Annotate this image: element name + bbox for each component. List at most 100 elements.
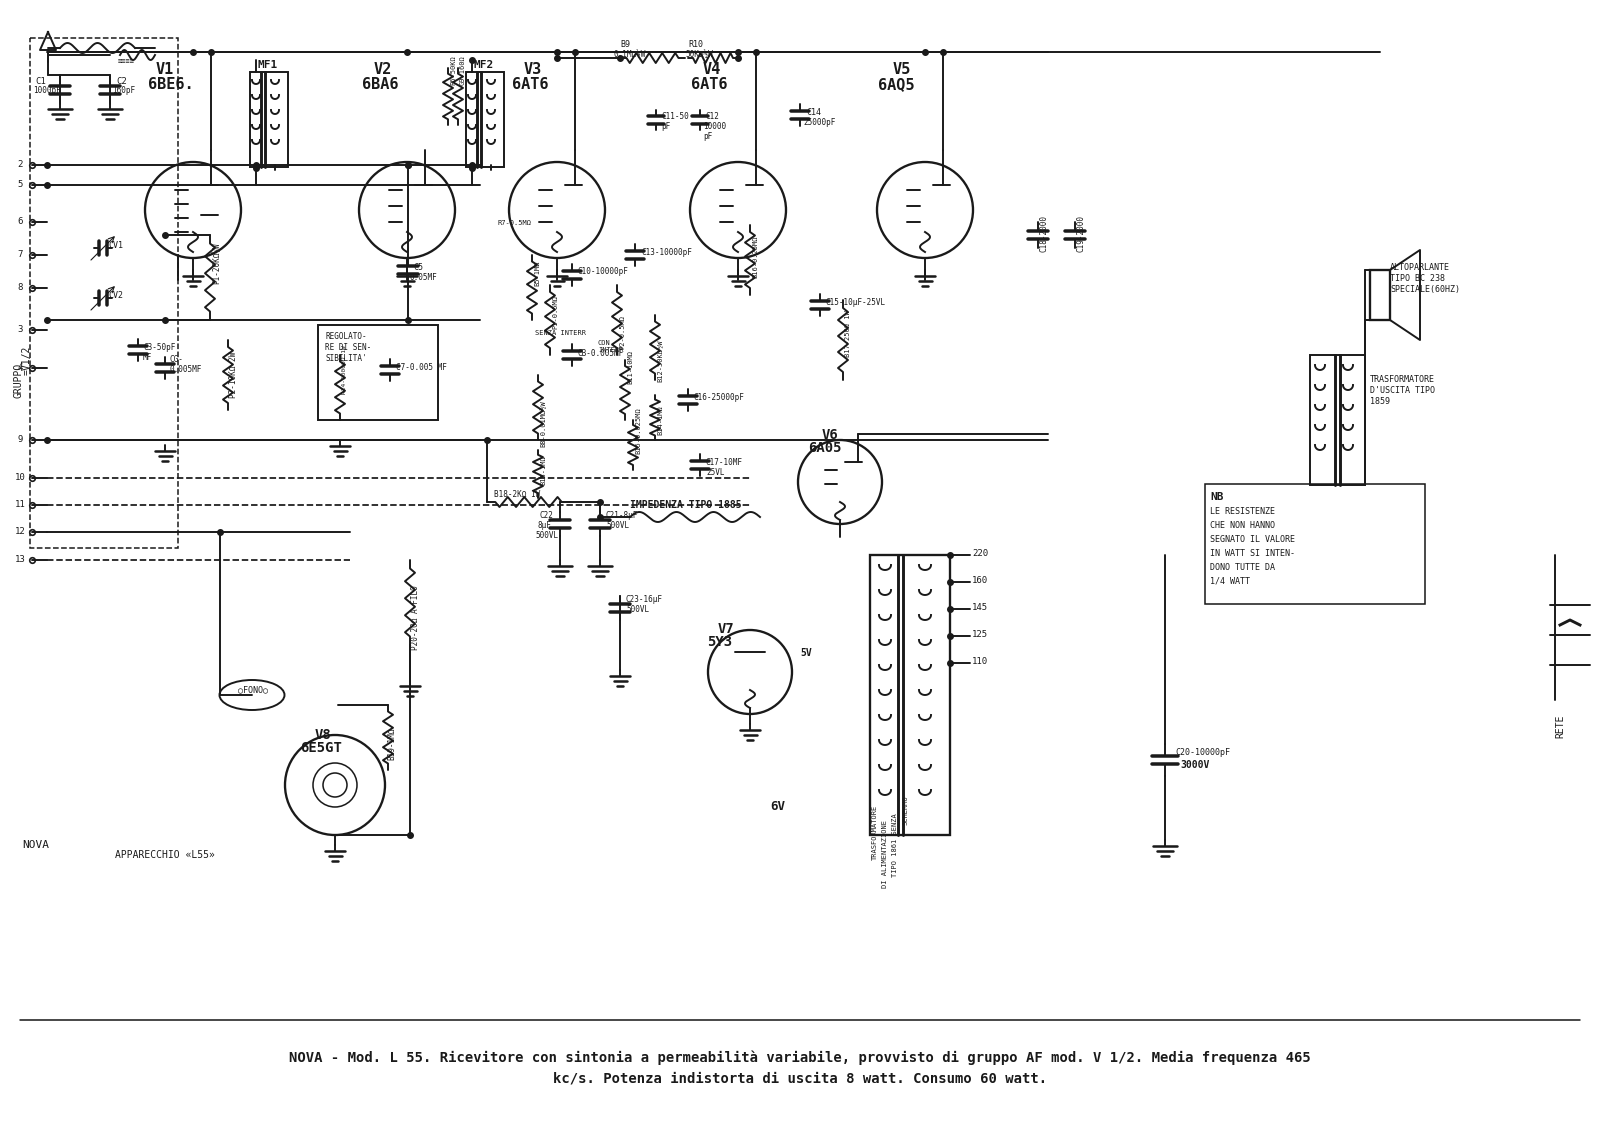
Bar xyxy=(870,555,950,835)
Text: RE DI SEN-: RE DI SEN- xyxy=(325,343,371,352)
Text: TIPO BC 238: TIPO BC 238 xyxy=(1390,274,1445,283)
Text: R7-0.5MΩ: R7-0.5MΩ xyxy=(498,221,531,226)
Text: SEGNATO IL VALORE: SEGNATO IL VALORE xyxy=(1210,535,1294,544)
Text: B11-10MΩ: B11-10MΩ xyxy=(627,349,634,385)
Bar xyxy=(30,38,178,549)
Text: SENZA INTERR: SENZA INTERR xyxy=(534,330,586,336)
Text: B19-1MΩ: B19-1MΩ xyxy=(387,728,397,760)
Text: GRUPPO: GRUPPO xyxy=(13,362,22,398)
Text: TRASFORMATORE: TRASFORMATORE xyxy=(872,805,878,861)
Text: 0,1MΩ½W: 0,1MΩ½W xyxy=(614,50,646,59)
Text: NOVA: NOVA xyxy=(22,840,50,851)
Text: C15-10μF-25VL: C15-10μF-25VL xyxy=(826,297,886,307)
Text: C21-8μF: C21-8μF xyxy=(606,511,638,520)
Text: =V1/2: =V1/2 xyxy=(22,345,32,374)
Text: 2: 2 xyxy=(18,159,22,169)
Text: B12-50KΩ½W: B12-50KΩ½W xyxy=(656,340,664,382)
Text: 6: 6 xyxy=(18,217,22,226)
Text: V4: V4 xyxy=(702,62,722,77)
Text: 5: 5 xyxy=(18,180,22,189)
Text: C5: C5 xyxy=(413,264,422,271)
Text: NB: NB xyxy=(1210,492,1224,502)
Text: 6AT6: 6AT6 xyxy=(691,77,728,92)
Text: LE RESISTENZE: LE RESISTENZE xyxy=(1210,507,1275,516)
Text: 0.05MF: 0.05MF xyxy=(410,273,438,282)
Text: ○FONO○: ○FONO○ xyxy=(238,685,269,694)
Text: CV1: CV1 xyxy=(109,241,123,250)
Text: C10-10000pF: C10-10000pF xyxy=(578,267,629,276)
Text: CV2: CV2 xyxy=(109,291,123,300)
Text: CON
INTERR: CON INTERR xyxy=(598,340,624,353)
Text: B8-0.01MΩ½W: B8-0.01MΩ½W xyxy=(539,400,546,447)
Text: D'USCITA TIPO: D'USCITA TIPO xyxy=(1370,386,1435,395)
Text: B9: B9 xyxy=(621,40,630,49)
Text: 1/4 WATT: 1/4 WATT xyxy=(1210,577,1250,586)
Text: V8: V8 xyxy=(315,728,331,742)
Text: 500VL: 500VL xyxy=(534,530,558,539)
Text: C14: C14 xyxy=(806,107,821,116)
Text: kc/s. Potenza indistorta di uscita 8 watt. Consumo 60 watt.: kc/s. Potenza indistorta di uscita 8 wat… xyxy=(554,1071,1046,1085)
Text: 160pF: 160pF xyxy=(112,86,134,95)
Text: IN WATT SI INTEN-: IN WATT SI INTEN- xyxy=(1210,549,1294,558)
Text: TRASFORMATORE: TRASFORMATORE xyxy=(1370,375,1435,385)
Text: 8μF: 8μF xyxy=(538,521,550,530)
Text: C22: C22 xyxy=(541,511,554,520)
Text: P1-0.5MΩ: P1-0.5MΩ xyxy=(552,295,558,329)
Text: DONO TUTTE DA: DONO TUTTE DA xyxy=(1210,563,1275,572)
Text: RETE: RETE xyxy=(1555,715,1565,739)
Text: B15-0.025MΩ: B15-0.025MΩ xyxy=(635,407,642,454)
Text: 125: 125 xyxy=(973,630,989,639)
Text: 160: 160 xyxy=(973,576,989,585)
Text: C12: C12 xyxy=(706,112,720,121)
Text: C7-0.005 MF: C7-0.005 MF xyxy=(397,363,446,372)
Text: P1-20KΩ½W: P1-20KΩ½W xyxy=(213,242,221,284)
Bar xyxy=(1310,355,1365,485)
Text: R10: R10 xyxy=(688,40,702,49)
Text: V6: V6 xyxy=(822,428,838,442)
Text: MF1: MF1 xyxy=(258,60,278,70)
Text: 10: 10 xyxy=(14,473,26,482)
Text: B18-2KΩ 1W: B18-2KΩ 1W xyxy=(494,490,541,499)
Bar xyxy=(466,72,504,167)
Text: 5Y3: 5Y3 xyxy=(707,634,733,649)
Text: 50KΩ½W: 50KΩ½W xyxy=(685,50,712,59)
Text: 110: 110 xyxy=(973,657,989,666)
Text: CG-: CG- xyxy=(170,355,184,364)
Text: C19-2000: C19-2000 xyxy=(1077,215,1085,252)
Text: 8: 8 xyxy=(18,283,22,292)
Text: B14-1MΩ: B14-1MΩ xyxy=(658,405,662,434)
Text: P20-20Ω A FILO: P20-20Ω A FILO xyxy=(411,585,419,649)
Text: P2-10KΩ 2W: P2-10KΩ 2W xyxy=(229,352,238,398)
Text: 7: 7 xyxy=(18,250,22,259)
Text: 10000: 10000 xyxy=(702,122,726,131)
Text: V1: V1 xyxy=(157,62,174,77)
Text: B16-0.25MΩ: B16-0.25MΩ xyxy=(752,235,758,277)
Text: ALTOPARLANTE: ALTOPARLANTE xyxy=(1390,264,1450,271)
Text: C18-2000: C18-2000 xyxy=(1040,215,1048,252)
Text: 11: 11 xyxy=(14,500,26,509)
Text: V3: V3 xyxy=(525,62,542,77)
Text: ≡≡≡≡: ≡≡≡≡ xyxy=(118,58,134,64)
Text: 4: 4 xyxy=(18,363,22,372)
Text: 25VL: 25VL xyxy=(706,468,725,477)
Text: TIPO 1861 SENZA: TIPO 1861 SENZA xyxy=(893,813,898,877)
Text: 1000pF: 1000pF xyxy=(34,86,61,95)
Text: 3: 3 xyxy=(18,325,22,334)
Text: APPARECCHIO «L55»: APPARECCHIO «L55» xyxy=(115,851,214,860)
Bar xyxy=(250,72,288,167)
Text: B17-250Ω 1W: B17-250Ω 1W xyxy=(845,310,851,356)
Text: 6AQ5: 6AQ5 xyxy=(878,77,915,92)
Bar xyxy=(318,325,438,420)
Text: DI ALIMENTAZIONE: DI ALIMENTAZIONE xyxy=(882,820,888,888)
Text: B5-1MΩ: B5-1MΩ xyxy=(534,260,541,285)
Text: IMPEDENZA TIPO 1885: IMPEDENZA TIPO 1885 xyxy=(630,500,742,510)
Text: SCHERMO: SCHERMO xyxy=(902,795,909,824)
Text: 500VL: 500VL xyxy=(626,605,650,614)
Text: 0.005MF: 0.005MF xyxy=(170,365,202,374)
Text: C13-10000pF: C13-10000pF xyxy=(642,248,691,257)
Text: C23-16μF: C23-16μF xyxy=(626,595,662,604)
Text: pF: pF xyxy=(661,122,670,131)
Text: V7: V7 xyxy=(718,622,734,636)
Text: 12: 12 xyxy=(14,527,26,536)
Text: 9: 9 xyxy=(18,435,22,444)
